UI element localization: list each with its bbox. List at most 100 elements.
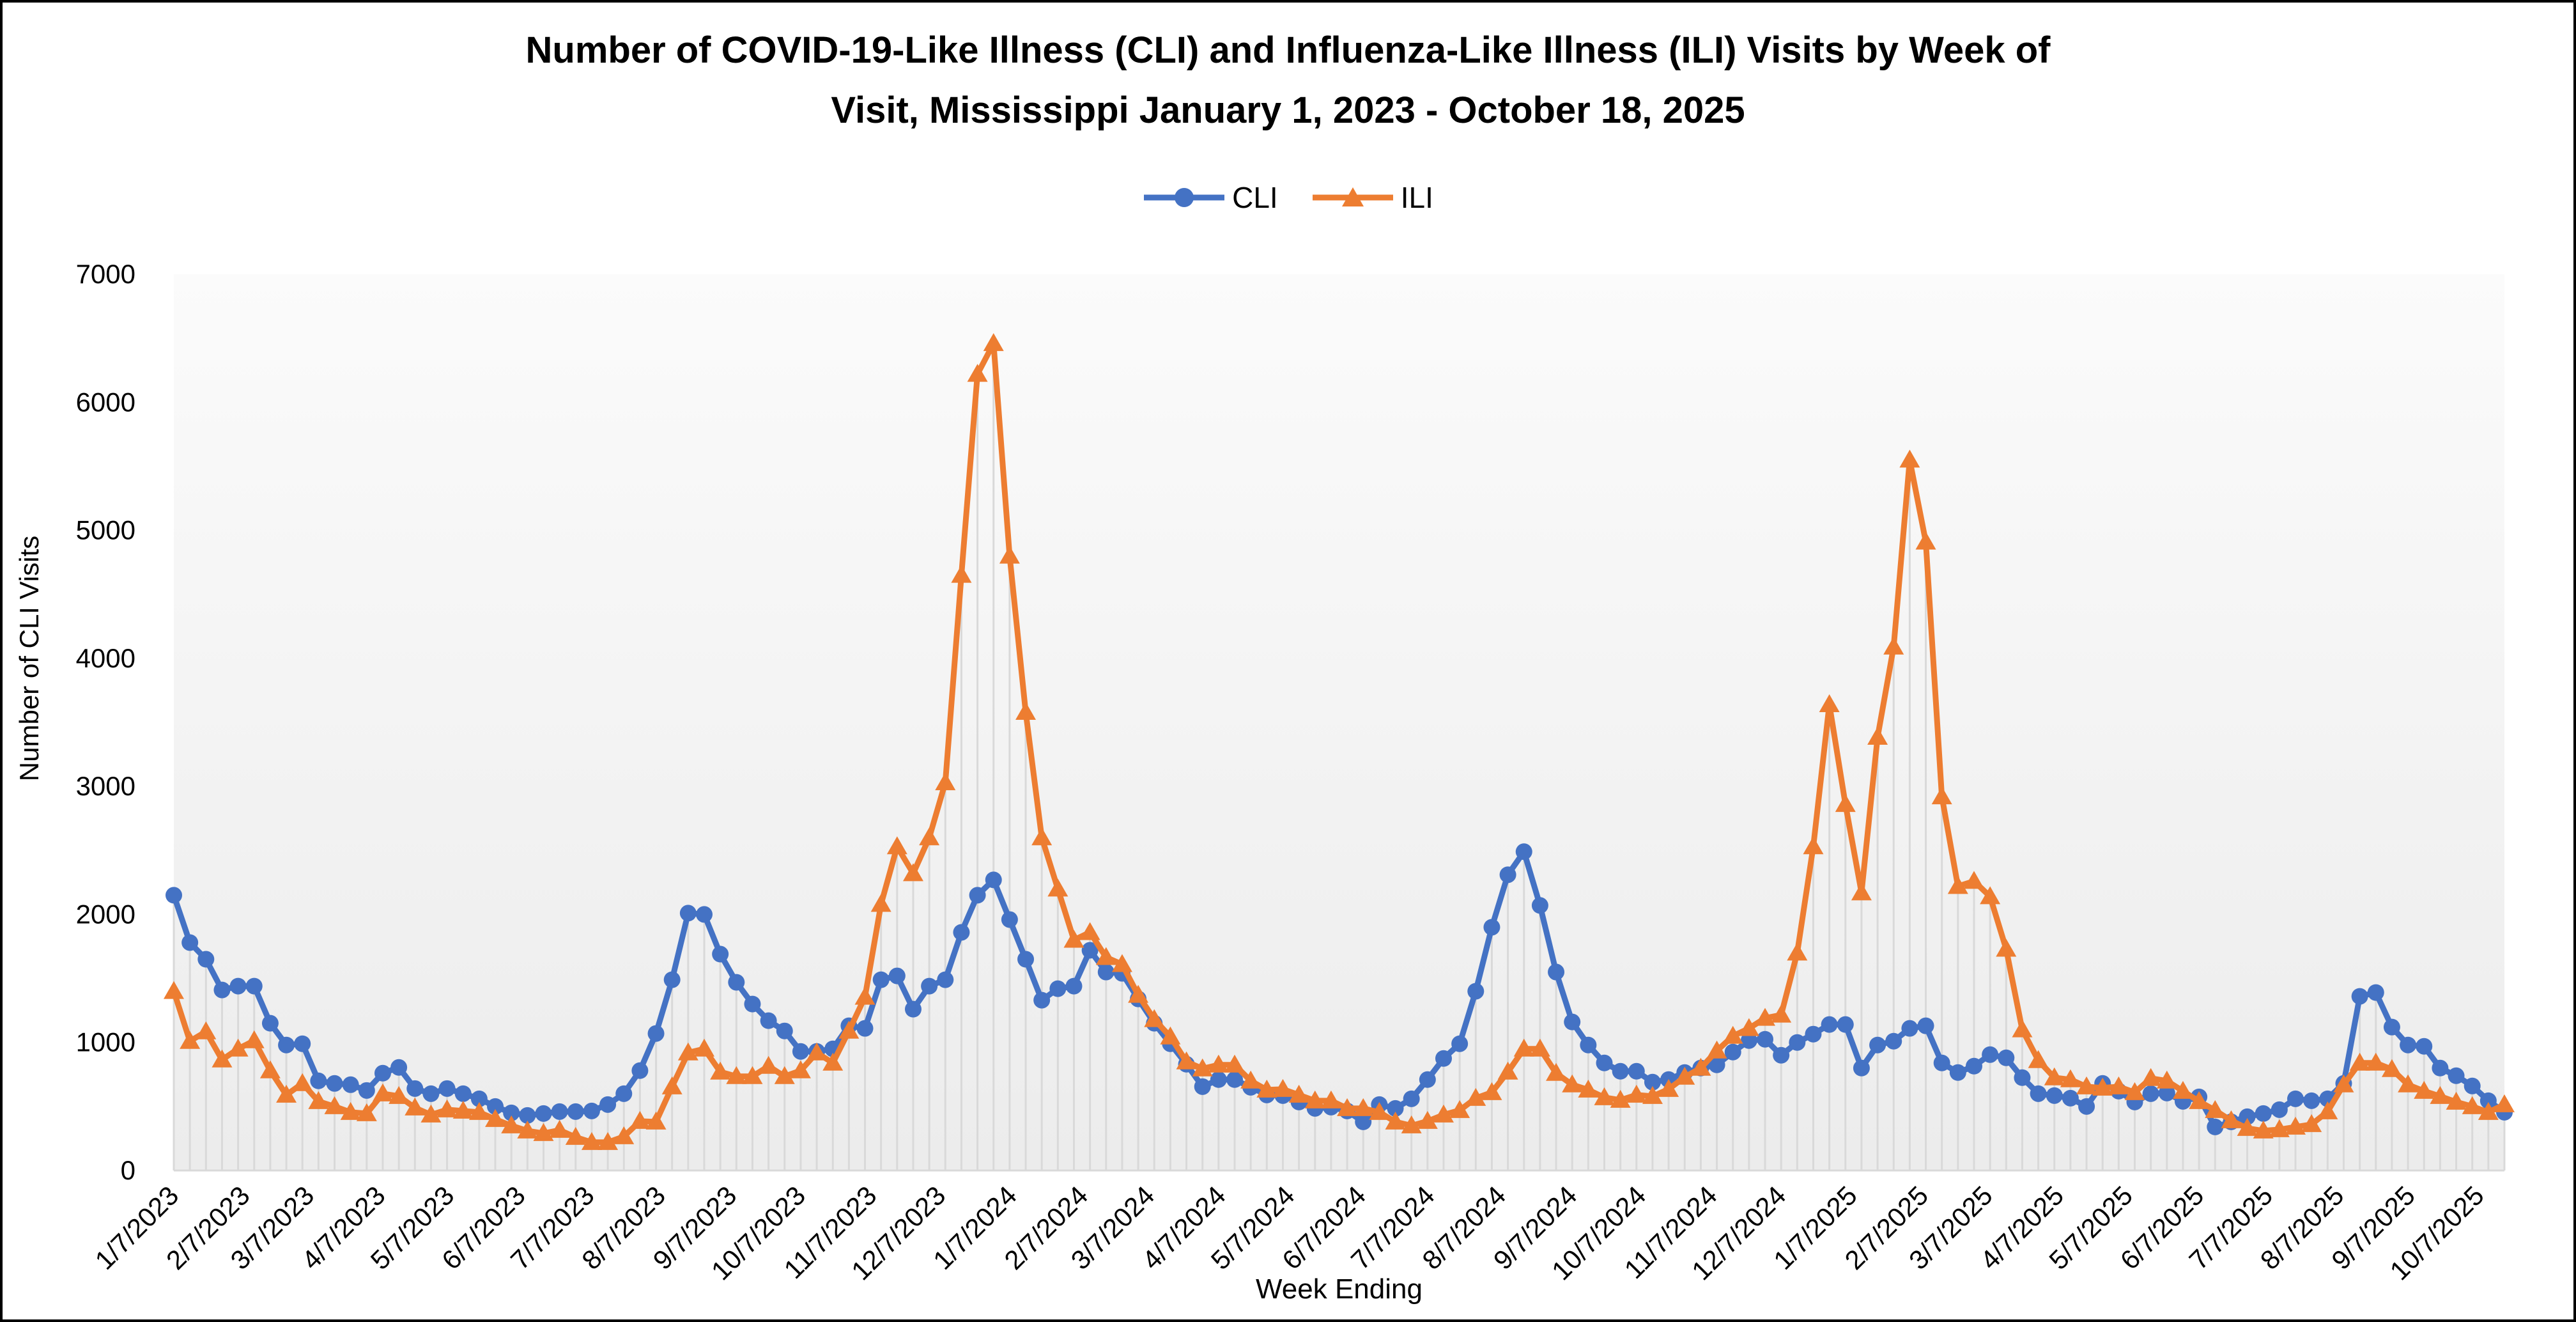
ili-point <box>1963 871 1984 889</box>
cli-point <box>904 1000 922 1018</box>
ili-point <box>710 1061 731 1080</box>
cli-point <box>663 971 681 988</box>
ili-point <box>629 1110 651 1129</box>
ili-point <box>259 1060 281 1078</box>
cli-point <box>470 1090 488 1107</box>
ili-point <box>1610 1089 1631 1108</box>
cli-point <box>2351 988 2368 1005</box>
cli-point <box>342 1076 359 1093</box>
ili-point <box>180 1030 201 1049</box>
cli-point <box>2448 1067 2465 1084</box>
cli-point <box>2014 1069 2031 1086</box>
ili-point <box>517 1120 538 1139</box>
ili-point <box>1658 1078 1679 1097</box>
ili-point <box>485 1108 506 1127</box>
ili-point <box>533 1123 554 1141</box>
cli-point <box>487 1098 504 1115</box>
ili-point <box>1111 954 1132 972</box>
cli-point <box>1837 1016 1854 1033</box>
ili-point <box>1594 1087 1615 1105</box>
cli-point <box>1596 1054 1613 1071</box>
cli-point <box>1097 963 1114 981</box>
ili-point <box>2205 1100 2226 1118</box>
y-tick-label: 4000 <box>76 643 135 673</box>
ili-point <box>1240 1070 1261 1089</box>
cli-point <box>712 945 729 963</box>
ili-point <box>2092 1077 2113 1096</box>
ili-point <box>1803 836 1824 855</box>
ili-point <box>1095 947 1116 965</box>
ili-point <box>2269 1119 2290 1137</box>
cli-point <box>519 1107 536 1124</box>
cli-point <box>1387 1100 1404 1117</box>
cli-point <box>760 1012 777 1029</box>
ili-point <box>967 364 988 382</box>
ili-point <box>1144 1009 1165 1027</box>
ili-point <box>468 1101 490 1120</box>
cli-point <box>2416 1038 2433 1055</box>
legend-label-cli: CLI <box>1232 181 1278 214</box>
ili-point <box>790 1060 811 1078</box>
ili-point <box>886 836 907 855</box>
cli-point <box>776 1022 793 1039</box>
ili-point <box>951 564 972 583</box>
cli-point <box>2142 1085 2159 1102</box>
cli-point <box>744 995 761 1013</box>
cli-point <box>567 1103 584 1120</box>
y-tick-label: 3000 <box>76 771 135 801</box>
cli-point <box>1451 1035 1469 1052</box>
cli-point <box>1049 980 1067 997</box>
ili-point <box>228 1038 249 1057</box>
ili-point <box>999 545 1020 564</box>
ili-point <box>2446 1091 2467 1110</box>
ili-point <box>1529 1038 1550 1057</box>
cli-point <box>438 1080 456 1097</box>
cli-point <box>294 1035 311 1052</box>
y-tick-label: 1000 <box>76 1027 135 1057</box>
ili-point <box>726 1066 747 1084</box>
cli-point <box>2464 1077 2481 1094</box>
cli-point <box>1821 1016 1838 1033</box>
ili-point <box>1899 449 1920 468</box>
ili-point <box>1947 876 1968 894</box>
cli-point <box>969 887 986 904</box>
ili-point <box>645 1111 667 1130</box>
ili-point <box>1047 878 1068 897</box>
cli-point <box>2046 1087 2063 1104</box>
cli-point <box>647 1025 665 1042</box>
cli-point <box>1403 1090 1420 1107</box>
ili-point <box>2044 1067 2065 1085</box>
cli-point <box>245 977 263 995</box>
cli-point <box>197 951 215 968</box>
cli-point <box>535 1105 552 1122</box>
cli-point <box>1933 1054 1950 1071</box>
ili-point <box>405 1097 426 1116</box>
cli-point <box>1612 1062 1629 1080</box>
ili-point <box>1208 1054 1229 1073</box>
cli-point <box>1226 1071 1244 1088</box>
ili-point <box>1642 1085 1663 1104</box>
cli-point <box>888 967 906 984</box>
cli-point <box>1499 866 1516 883</box>
cli-point <box>1869 1036 1886 1054</box>
ili-point <box>2462 1096 2483 1114</box>
cli-point <box>406 1080 424 1097</box>
ili-point <box>1915 531 1936 550</box>
ili-point <box>822 1052 844 1071</box>
ili-point <box>902 863 923 882</box>
ili-point <box>308 1091 329 1109</box>
ili-point <box>2189 1091 2210 1109</box>
cli-point <box>390 1059 408 1076</box>
plot-background <box>174 274 2504 1170</box>
ili-point <box>1706 1040 1727 1059</box>
ili-point <box>2140 1068 2161 1086</box>
ili-point <box>1288 1084 1309 1103</box>
cli-point <box>937 971 954 988</box>
cli-point <box>1210 1071 1227 1088</box>
cli-point <box>1355 1113 1372 1130</box>
cli-point <box>1901 1020 1918 1037</box>
cli-point <box>1419 1071 1436 1088</box>
ili-point <box>1160 1026 1181 1045</box>
ili-point <box>2398 1074 2419 1093</box>
ili-point <box>1385 1111 1406 1130</box>
